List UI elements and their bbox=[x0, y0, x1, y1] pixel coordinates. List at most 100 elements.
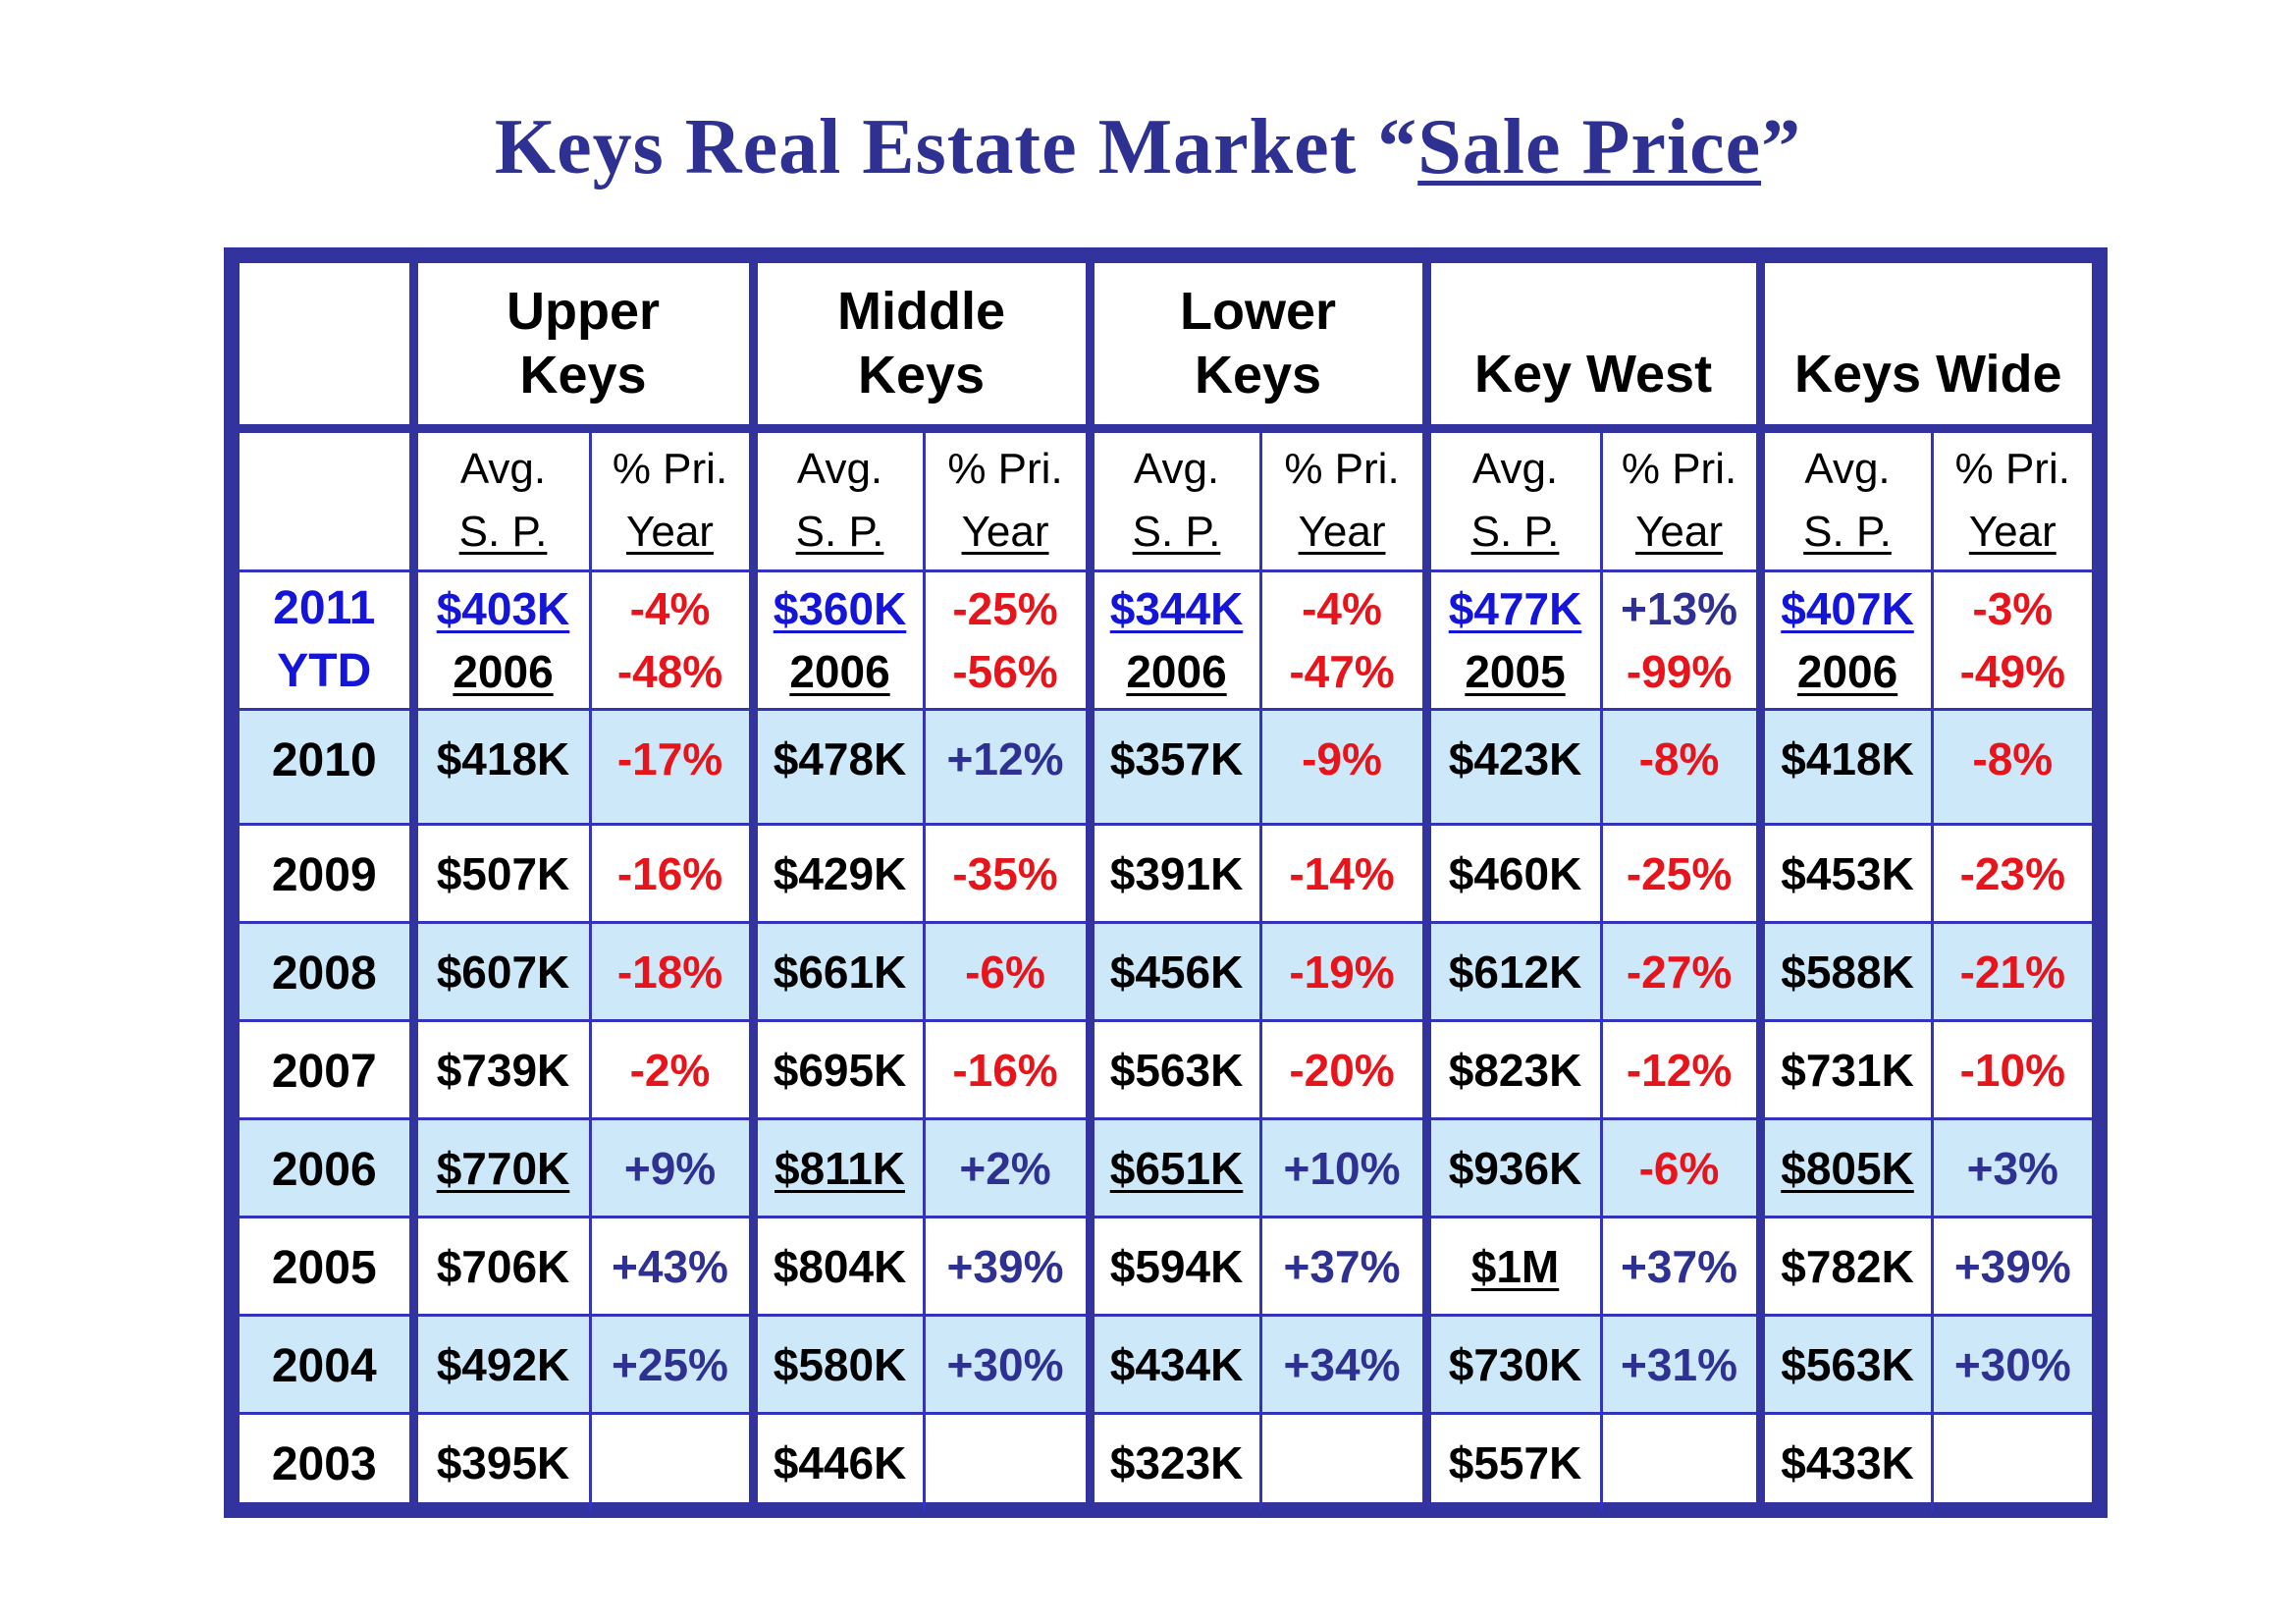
pct-prior-year-cell: -14% bbox=[1258, 822, 1428, 924]
region-header: Lower Keys bbox=[1085, 263, 1428, 433]
pct-prior-year-header: % Pri. Year bbox=[1599, 426, 1762, 572]
avg-sale-price-cell: $731K bbox=[1755, 1018, 1934, 1120]
ytd-compare-year: 2006 bbox=[789, 645, 890, 697]
sale-price-table: Upper Keys Middle Keys Lower Keys Key West Keys… bbox=[240, 263, 2093, 1511]
pct-prior-year-cell: +10% bbox=[1258, 1116, 1428, 1218]
avg-sale-price-cell: $429K bbox=[748, 822, 926, 924]
pct-prior-year-cell: -6% bbox=[1599, 1116, 1762, 1218]
pct-prior-year-cell: +25% bbox=[588, 1313, 755, 1415]
avg-header-line2: S. P. bbox=[1132, 508, 1221, 556]
region-header-row: Upper Keys Middle Keys Lower Keys Key West Keys… bbox=[240, 263, 2093, 433]
avg-sale-price-cell: $770K bbox=[408, 1116, 592, 1218]
ytd-avg-price-link[interactable]: $360K bbox=[773, 582, 907, 634]
avg-sale-price-cell: $706K bbox=[408, 1215, 592, 1317]
avg-sale-price-cell: $357K bbox=[1085, 707, 1262, 826]
avg-sale-price-cell: $730K bbox=[1421, 1313, 1603, 1415]
pct-prior-year-cell bbox=[922, 1411, 1092, 1511]
avg-header-line1: Avg. bbox=[459, 445, 547, 494]
pct-prior-year-cell: +39% bbox=[1930, 1215, 2093, 1317]
avg-header-line1: Avg. bbox=[1471, 445, 1559, 494]
avg-header-line1: Avg. bbox=[796, 445, 883, 494]
pct-prior-year-cell: -18% bbox=[588, 920, 755, 1022]
pct-prior-year-cell: +31% bbox=[1599, 1313, 1762, 1415]
table-row: 2004 $492K +25% $580K +30% $434K +34% $730K +31%… bbox=[240, 1313, 2093, 1415]
pct-header-line1: % Pri. bbox=[1621, 445, 1737, 494]
pct-prior-year-cell: -35% bbox=[922, 822, 1092, 924]
pct-header-line2: Year bbox=[626, 508, 714, 556]
avg-sale-price-cell: $580K bbox=[748, 1313, 926, 1415]
pct-prior-year-cell bbox=[1258, 1411, 1428, 1511]
ytd-avg-cell: $403K 2006 bbox=[408, 568, 592, 711]
ytd-pct-prior-year: -3% bbox=[1972, 582, 2054, 634]
avg-sale-price-cell: $607K bbox=[408, 920, 592, 1022]
title-prefix: Keys Real Estate Market “ bbox=[494, 104, 1418, 190]
ytd-compare-year: 2005 bbox=[1465, 645, 1566, 697]
avg-sale-price-cell: $811K bbox=[748, 1116, 926, 1218]
pct-header-line1: % Pri. bbox=[947, 445, 1063, 494]
avg-sale-price-cell: $739K bbox=[408, 1018, 592, 1120]
year-label: 2010 bbox=[240, 707, 415, 826]
pct-header-line2: Year bbox=[1298, 508, 1386, 556]
pct-prior-year-cell: -21% bbox=[1930, 920, 2093, 1022]
ytd-pct-cell: -3% -49% bbox=[1930, 568, 2093, 711]
avg-header-line2: S. P. bbox=[1470, 508, 1560, 556]
year-label: 2005 bbox=[240, 1215, 415, 1317]
region-header: Middle Keys bbox=[748, 263, 1092, 433]
ytd-compare-year: 2006 bbox=[1796, 645, 1898, 697]
ytd-pct-cell: -4% -48% bbox=[588, 568, 755, 711]
avg-sale-price-header: Avg. S. P. bbox=[748, 426, 926, 572]
ytd-pct-since-peak: -49% bbox=[1959, 645, 2065, 697]
avg-sale-price-cell: $433K bbox=[1755, 1411, 1934, 1511]
ytd-avg-price-link[interactable]: $407K bbox=[1781, 582, 1914, 634]
year-label: 2004 bbox=[240, 1313, 415, 1415]
ytd-avg-cell: $477K 2005 bbox=[1421, 568, 1603, 711]
pct-header-line2: Year bbox=[961, 508, 1049, 556]
ytd-avg-price-link[interactable]: $477K bbox=[1448, 582, 1582, 634]
pct-prior-year-header: % Pri. Year bbox=[1930, 426, 2093, 572]
title-suffix: ” bbox=[1761, 104, 1802, 190]
table-row: 2003 $395K $446K $323K $557K $433K bbox=[240, 1411, 2093, 1511]
avg-sale-price-cell: $418K bbox=[408, 707, 592, 826]
pct-prior-year-cell: +37% bbox=[1258, 1215, 1428, 1317]
ytd-compare-year: 2006 bbox=[1126, 645, 1227, 697]
avg-sale-price-cell: $594K bbox=[1085, 1215, 1262, 1317]
avg-sale-price-cell: $395K bbox=[408, 1411, 592, 1511]
table-row: 2006 $770K +9% $811K +2% $651K +10% $936K -6% $80… bbox=[240, 1116, 2093, 1218]
pct-prior-year-cell: -9% bbox=[1258, 707, 1428, 826]
pct-prior-year-cell: +30% bbox=[1930, 1313, 2093, 1415]
year-label: 2009 bbox=[240, 822, 415, 924]
avg-sale-price-cell: $446K bbox=[748, 1411, 926, 1511]
avg-header-line2: S. P. bbox=[795, 508, 884, 556]
ytd-label-year: 2011 bbox=[273, 581, 376, 634]
pct-prior-year-cell: -2% bbox=[588, 1018, 755, 1120]
avg-sale-price-cell: $492K bbox=[408, 1313, 592, 1415]
ytd-pct-since-peak: -48% bbox=[616, 645, 723, 697]
avg-sale-price-cell: $1M bbox=[1421, 1215, 1603, 1317]
ytd-avg-price-link[interactable]: $344K bbox=[1109, 582, 1244, 634]
pct-header-line1: % Pri. bbox=[612, 445, 728, 494]
region-name-line1: Lower bbox=[1180, 281, 1337, 341]
ytd-avg-cell: $344K 2006 bbox=[1085, 568, 1262, 711]
ytd-label: 2011 YTD bbox=[240, 568, 415, 711]
pct-prior-year-cell: +37% bbox=[1599, 1215, 1762, 1317]
avg-sale-price-cell: $418K bbox=[1755, 707, 1934, 826]
pct-header-line2: Year bbox=[1968, 508, 2056, 556]
pct-prior-year-cell: -16% bbox=[922, 1018, 1092, 1120]
pct-prior-year-cell: -27% bbox=[1599, 920, 1762, 1022]
year-label: 2006 bbox=[240, 1116, 415, 1218]
ytd-pct-prior-year: -4% bbox=[1302, 582, 1382, 634]
pct-header-line1: % Pri. bbox=[1284, 445, 1400, 494]
region-name-line1: Key West bbox=[1473, 344, 1713, 404]
ytd-avg-price-link[interactable]: $403K bbox=[436, 582, 570, 634]
pct-prior-year-cell: +2% bbox=[922, 1116, 1092, 1218]
pct-prior-year-cell: +30% bbox=[922, 1313, 1092, 1415]
avg-sale-price-cell: $557K bbox=[1421, 1411, 1603, 1511]
ytd-pct-since-peak: -56% bbox=[952, 645, 1058, 697]
avg-sale-price-cell: $460K bbox=[1421, 822, 1603, 924]
avg-sale-price-cell: $456K bbox=[1085, 920, 1262, 1022]
ytd-pct-cell: -25% -56% bbox=[922, 568, 1092, 711]
pct-prior-year-cell bbox=[1599, 1411, 1762, 1511]
pct-prior-year-cell: -8% bbox=[1599, 707, 1762, 826]
avg-sale-price-cell: $612K bbox=[1421, 920, 1603, 1022]
pct-prior-year-cell: +9% bbox=[588, 1116, 755, 1218]
